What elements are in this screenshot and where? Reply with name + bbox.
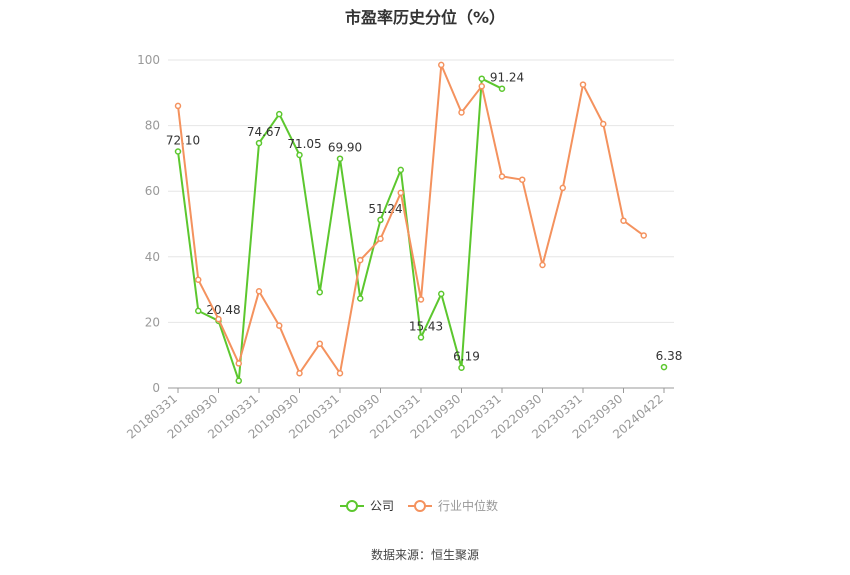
y-tick-label: 20	[145, 315, 160, 329]
y-tick-label: 40	[145, 250, 160, 264]
data-point-0[interactable]	[377, 216, 384, 224]
data-point-0[interactable]	[397, 166, 404, 174]
data-point-0[interactable]	[235, 377, 242, 385]
data-point-1[interactable]	[174, 102, 182, 110]
legend-label: 行业中位数	[438, 498, 498, 513]
data-point-1[interactable]	[235, 360, 242, 367]
data-point-1[interactable]	[255, 287, 263, 295]
data-point-1[interactable]	[336, 369, 344, 377]
data-point-1[interactable]	[478, 82, 485, 90]
data-point-0[interactable]	[458, 364, 465, 371]
legend-marker	[414, 500, 426, 512]
data-point-0[interactable]	[296, 151, 303, 159]
data-point-0[interactable]	[336, 155, 344, 162]
data-point-1[interactable]	[579, 81, 587, 88]
data-point-1[interactable]	[276, 322, 283, 329]
data-point-1[interactable]	[296, 369, 303, 377]
data-point-1[interactable]	[600, 120, 607, 128]
data-label: 71.05	[287, 137, 321, 151]
data-point-1[interactable]	[438, 61, 445, 69]
y-tick-label: 60	[145, 184, 160, 198]
data-label: 74.67	[247, 125, 281, 139]
data-point-0[interactable]	[174, 148, 182, 155]
data-point-1[interactable]	[397, 189, 404, 197]
legend-marker	[346, 500, 358, 512]
data-point-1[interactable]	[640, 232, 647, 239]
data-point-0[interactable]	[498, 85, 506, 92]
data-label: 91.24	[490, 71, 524, 85]
data-point-0[interactable]	[357, 295, 364, 302]
legend-label: 公司	[370, 499, 394, 513]
data-point-1[interactable]	[620, 217, 627, 224]
source-text: 数据来源：恒生聚源	[370, 548, 479, 562]
data-label: 15.43	[409, 319, 443, 333]
series-line-1	[177, 63, 645, 375]
data-point-1[interactable]	[539, 261, 546, 269]
y-tick-label: 0	[152, 381, 160, 395]
data-point-0[interactable]	[438, 290, 445, 298]
data-point-0[interactable]	[255, 139, 263, 147]
data-point-0[interactable]	[417, 334, 425, 341]
data-label: 69.90	[328, 141, 362, 155]
data-point-1[interactable]	[215, 315, 222, 323]
data-label: 6.19	[453, 350, 480, 364]
data-point-1[interactable]	[377, 235, 384, 243]
chart-title: 市盈率历史分位（%）	[344, 8, 506, 27]
data-point-0[interactable]	[195, 307, 202, 315]
data-point-0[interactable]	[276, 110, 283, 118]
data-point-1[interactable]	[316, 340, 323, 347]
data-point-1[interactable]	[195, 276, 202, 284]
y-tick-label: 100	[137, 53, 160, 67]
data-point-1[interactable]	[357, 256, 364, 264]
data-point-1[interactable]	[519, 176, 526, 183]
data-label: 51.24	[368, 202, 402, 216]
data-point-0[interactable]	[316, 288, 323, 296]
data-point-1[interactable]	[559, 184, 566, 192]
y-tick-label: 80	[145, 119, 160, 133]
data-point-1[interactable]	[458, 109, 465, 116]
data-label: 6.38	[656, 349, 683, 363]
data-point-1[interactable]	[417, 296, 425, 303]
data-point-1[interactable]	[498, 173, 506, 180]
data-point-0[interactable]	[660, 363, 668, 371]
legend-item-1[interactable]: 行业中位数	[408, 498, 498, 513]
data-point-0[interactable]	[478, 75, 485, 82]
legend-item-0[interactable]: 公司	[340, 499, 394, 513]
